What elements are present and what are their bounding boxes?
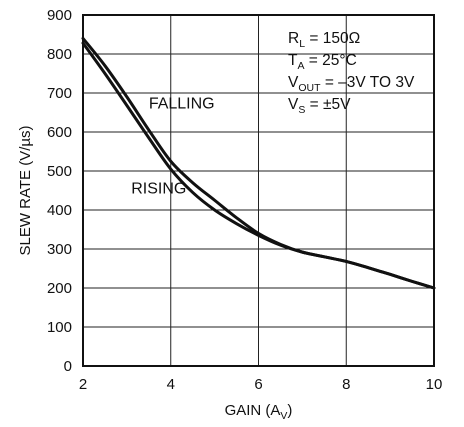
y-tick-label: 900 bbox=[47, 7, 72, 24]
rising-annotation: RISING bbox=[131, 181, 186, 198]
x-tick-label: 2 bbox=[79, 376, 87, 393]
test-conditions: RL = 150Ω TA = 25°C VOUT = –3V TO 3V VS … bbox=[288, 30, 415, 116]
x-axis-label-sub: V bbox=[280, 410, 287, 422]
condition-rl-sub: L bbox=[299, 38, 305, 50]
condition-vout-rest: = –3V TO 3V bbox=[321, 74, 415, 91]
y-tick-labels: 0 100 200 300 400 500 600 700 800 900 bbox=[47, 7, 72, 375]
y-tick-label: 600 bbox=[47, 124, 72, 141]
series-layer bbox=[81, 36, 436, 290]
y-tick-label: 700 bbox=[47, 85, 72, 102]
plot-frame bbox=[82, 14, 435, 367]
condition-rl: RL = 150Ω bbox=[288, 30, 360, 50]
condition-vout-main: V bbox=[288, 74, 299, 91]
x-axis-label-main: GAIN (A bbox=[225, 402, 281, 419]
y-tick-label: 0 bbox=[64, 358, 72, 375]
condition-rl-rest: = 150Ω bbox=[305, 30, 360, 47]
x-tick-label: 4 bbox=[167, 376, 175, 393]
y-tick-label: 800 bbox=[47, 46, 72, 63]
y-axis-label: SLEW RATE (V/µs) bbox=[17, 125, 34, 255]
condition-ta-rest: = 25°C bbox=[304, 52, 356, 69]
y-tick-label: 100 bbox=[47, 319, 72, 336]
condition-ta: TA = 25°C bbox=[288, 52, 357, 72]
y-tick-label: 200 bbox=[47, 280, 72, 297]
condition-vs-rest: = ±5V bbox=[305, 96, 351, 113]
condition-rl-main: R bbox=[288, 30, 299, 47]
condition-vs: VS = ±5V bbox=[288, 96, 351, 116]
x-tick-label: 10 bbox=[426, 376, 443, 393]
x-tick-label: 6 bbox=[254, 376, 262, 393]
y-tick-label: 500 bbox=[47, 163, 72, 180]
condition-ta-main: T bbox=[288, 52, 298, 69]
grid bbox=[83, 15, 434, 366]
x-axis-label: GAIN (AV) bbox=[225, 402, 293, 422]
x-axis-label-close: ) bbox=[287, 402, 292, 419]
y-tick-label: 400 bbox=[47, 202, 72, 219]
x-tick-label: 8 bbox=[342, 376, 350, 393]
x-tick-labels: 2 4 6 8 10 bbox=[79, 376, 443, 393]
series-line-rising bbox=[81, 41, 436, 290]
y-tick-label: 300 bbox=[47, 241, 72, 258]
condition-vs-sub: S bbox=[298, 104, 305, 116]
condition-vs-main: V bbox=[288, 96, 299, 113]
condition-ta-sub: A bbox=[297, 60, 304, 72]
condition-vout: VOUT = –3V TO 3V bbox=[288, 74, 415, 94]
falling-annotation: FALLING bbox=[149, 96, 215, 113]
condition-vout-sub: OUT bbox=[298, 82, 321, 94]
